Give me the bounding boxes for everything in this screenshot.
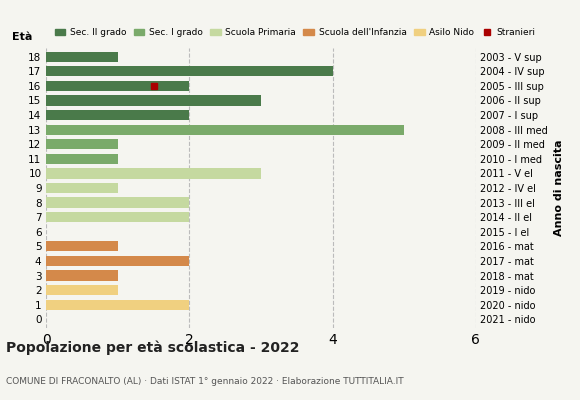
Bar	[46, 52, 118, 62]
Bar	[46, 212, 190, 222]
Text: COMUNE DI FRACONALTO (AL) · Dati ISTAT 1° gennaio 2022 · Elaborazione TUTTITALIA: COMUNE DI FRACONALTO (AL) · Dati ISTAT 1…	[6, 377, 404, 386]
Bar	[46, 154, 118, 164]
Bar	[46, 256, 190, 266]
Bar	[46, 270, 118, 281]
Bar	[46, 183, 118, 193]
Bar	[46, 285, 118, 295]
Bar	[46, 241, 118, 252]
Bar	[46, 110, 190, 120]
Bar	[46, 66, 332, 76]
Text: Età: Età	[12, 32, 32, 42]
Y-axis label: Anno di nascita: Anno di nascita	[554, 140, 564, 236]
Legend: Sec. II grado, Sec. I grado, Scuola Primaria, Scuola dell'Infanzia, Asilo Nido, : Sec. II grado, Sec. I grado, Scuola Prim…	[51, 24, 539, 41]
Bar	[46, 198, 190, 208]
Bar	[46, 300, 190, 310]
Bar	[46, 81, 190, 91]
Bar	[46, 124, 404, 135]
Text: Popolazione per età scolastica - 2022: Popolazione per età scolastica - 2022	[6, 340, 299, 355]
Bar	[46, 168, 261, 178]
Bar	[46, 95, 261, 106]
Bar	[46, 139, 118, 149]
